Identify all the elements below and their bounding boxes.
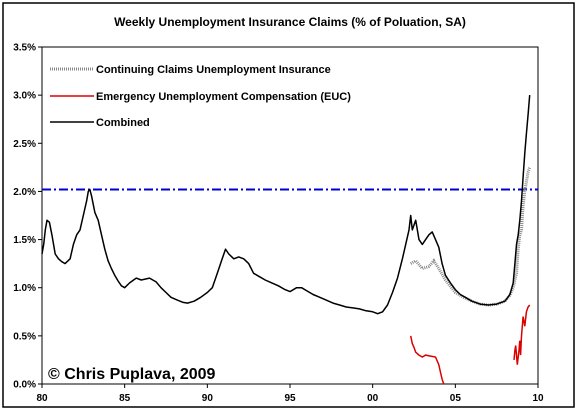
x-tick-label: 80 — [36, 393, 48, 404]
y-tick-label: 0.0% — [13, 380, 36, 391]
credit-text: © Chris Puplava, 2009 — [48, 366, 216, 383]
y-tick-label: 3.5% — [13, 43, 36, 54]
y-tick-label: 2.0% — [13, 187, 36, 198]
y-tick-label: 0.5% — [13, 331, 36, 342]
x-tick-label: 10 — [532, 393, 544, 404]
y-tick-label: 1.5% — [13, 235, 36, 246]
x-axis: 80 85 90 95 00 05 10 — [36, 384, 544, 404]
y-tick-label: 2.5% — [13, 139, 36, 150]
x-tick-label: 05 — [450, 393, 462, 404]
x-tick-label: 85 — [119, 393, 131, 404]
y-tick-label: 3.0% — [13, 91, 36, 102]
legend: Continuing Claims Unemployment Insurance… — [50, 64, 351, 129]
chart-title: Weekly Unemployment Insurance Claims (% … — [114, 15, 466, 29]
plot-area — [41, 46, 539, 385]
legend-label-euc: Emergency Unemployment Compensation (EUC… — [96, 91, 351, 103]
y-axis: 0.0% 0.5% 1.0% 1.5% 2.0% 2.5% 3.0% 3.5% — [13, 43, 42, 391]
x-tick-label: 95 — [284, 393, 296, 404]
series-line-euc-segment-1 — [409, 335, 445, 385]
series-line-euc-segment-2 — [513, 304, 531, 365]
series-layer — [41, 95, 532, 385]
x-tick-label: 00 — [367, 393, 379, 404]
plot-frame — [41, 46, 539, 385]
legend-label-continuing: Continuing Claims Unemployment Insurance — [96, 64, 331, 76]
y-tick-label: 1.0% — [13, 283, 36, 294]
x-tick-label: 90 — [202, 393, 214, 404]
legend-label-combined: Combined — [96, 117, 150, 129]
series-line-combined — [41, 95, 531, 315]
